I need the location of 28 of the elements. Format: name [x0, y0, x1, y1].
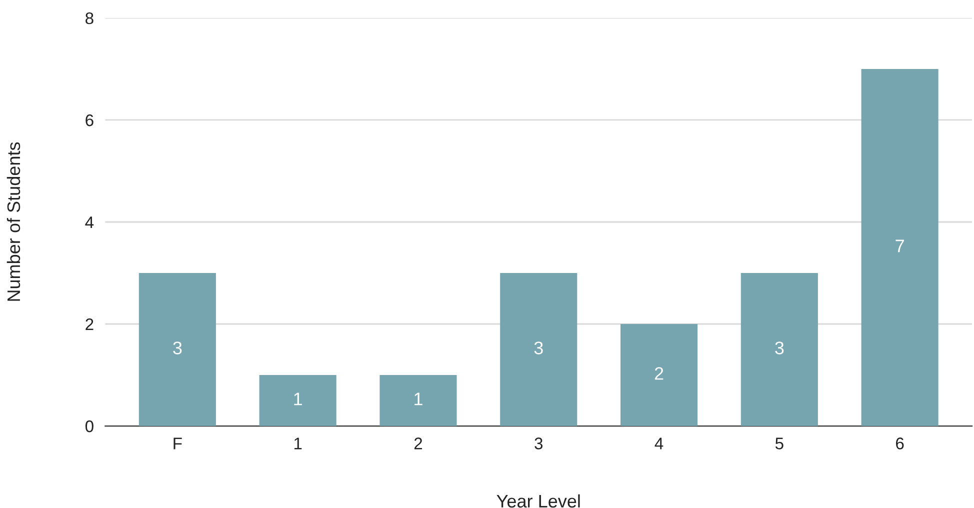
y-tick-label: 8 — [86, 12, 94, 24]
x-tick-label: 3 — [534, 438, 543, 450]
data-label: 3 — [775, 342, 784, 354]
data-label: 3 — [173, 342, 182, 354]
y-tick-label: 4 — [85, 216, 94, 228]
y-tick-label: 2 — [86, 318, 94, 330]
bar — [620, 324, 698, 426]
x-tick-label: F — [174, 438, 182, 450]
data-label: 2 — [654, 367, 664, 380]
x-tick-label: 4 — [654, 438, 664, 450]
x-tick-label: 1 — [294, 438, 302, 450]
x-axis-title: Year Level — [496, 494, 580, 508]
y-tick-label: 0 — [85, 420, 94, 432]
x-tick-label: 6 — [896, 438, 904, 450]
bar — [740, 273, 818, 426]
y-axis-title: Number of Students — [6, 142, 20, 301]
bar — [259, 375, 336, 426]
x-tick-label: 2 — [414, 438, 422, 450]
bar — [380, 375, 457, 426]
data-label: 1 — [294, 392, 302, 406]
bar — [861, 68, 938, 426]
data-label: 7 — [896, 240, 904, 252]
bar — [138, 273, 216, 426]
data-label: 3 — [534, 342, 543, 354]
y-tick-label: 6 — [86, 114, 94, 126]
x-tick-label: 5 — [775, 438, 784, 450]
bar — [500, 273, 578, 426]
data-label: 1 — [414, 392, 422, 406]
